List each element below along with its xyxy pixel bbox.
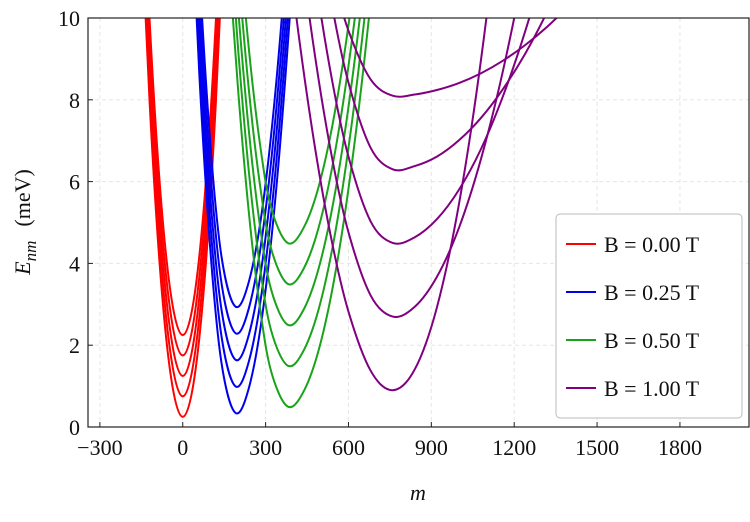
legend-box <box>555 213 743 419</box>
x-tick-label: −300 <box>77 435 122 460</box>
x-tick-label: 900 <box>415 435 448 460</box>
legend-label: B = 1.00 T <box>604 376 700 401</box>
y-tick-label: 4 <box>69 251 80 276</box>
curve <box>198 18 287 362</box>
y-label-unit: (meV) <box>10 169 35 226</box>
curves <box>144 18 558 418</box>
curve <box>145 18 220 398</box>
x-axis-label: m <box>410 480 426 505</box>
y-tick-label: 2 <box>69 333 80 358</box>
curve <box>195 18 291 415</box>
legend-label: B = 0.25 T <box>604 280 700 305</box>
y-label-symbol: E <box>10 261 35 276</box>
y-tick-label: 8 <box>69 88 80 113</box>
y-tick-label: 10 <box>58 6 80 31</box>
curve <box>201 18 283 309</box>
legend: B = 0.00 T B = 0.25 T B = 0.50 T B = 1.00 T <box>555 213 743 419</box>
curve <box>147 18 219 357</box>
curve <box>333 18 546 172</box>
curve <box>196 18 289 388</box>
curve <box>144 18 221 418</box>
curve <box>231 18 370 409</box>
curve <box>308 18 516 318</box>
y-tick-label: 6 <box>69 170 80 195</box>
x-tick-label: 1200 <box>492 435 536 460</box>
x-tick-label: 600 <box>332 435 365 460</box>
legend-label: B = 0.50 T <box>604 328 700 353</box>
y-label-subscript: nm <box>21 241 40 262</box>
plot-frame <box>87 17 750 428</box>
curve <box>244 18 351 245</box>
x-tick-label: 1800 <box>658 435 702 460</box>
x-tick-label: 0 <box>177 435 188 460</box>
curve <box>237 18 361 327</box>
y-axis-label: Enm (meV) <box>10 169 40 276</box>
curve <box>241 18 356 286</box>
x-tick-label: 1500 <box>575 435 619 460</box>
x-tick-label: 300 <box>249 435 282 460</box>
curve <box>234 18 366 368</box>
y-tick-label: 0 <box>69 415 80 440</box>
curve <box>295 18 488 392</box>
curve <box>148 18 217 336</box>
legend-label: B = 0.00 T <box>604 232 700 257</box>
curve <box>146 18 220 377</box>
curve <box>343 18 558 98</box>
